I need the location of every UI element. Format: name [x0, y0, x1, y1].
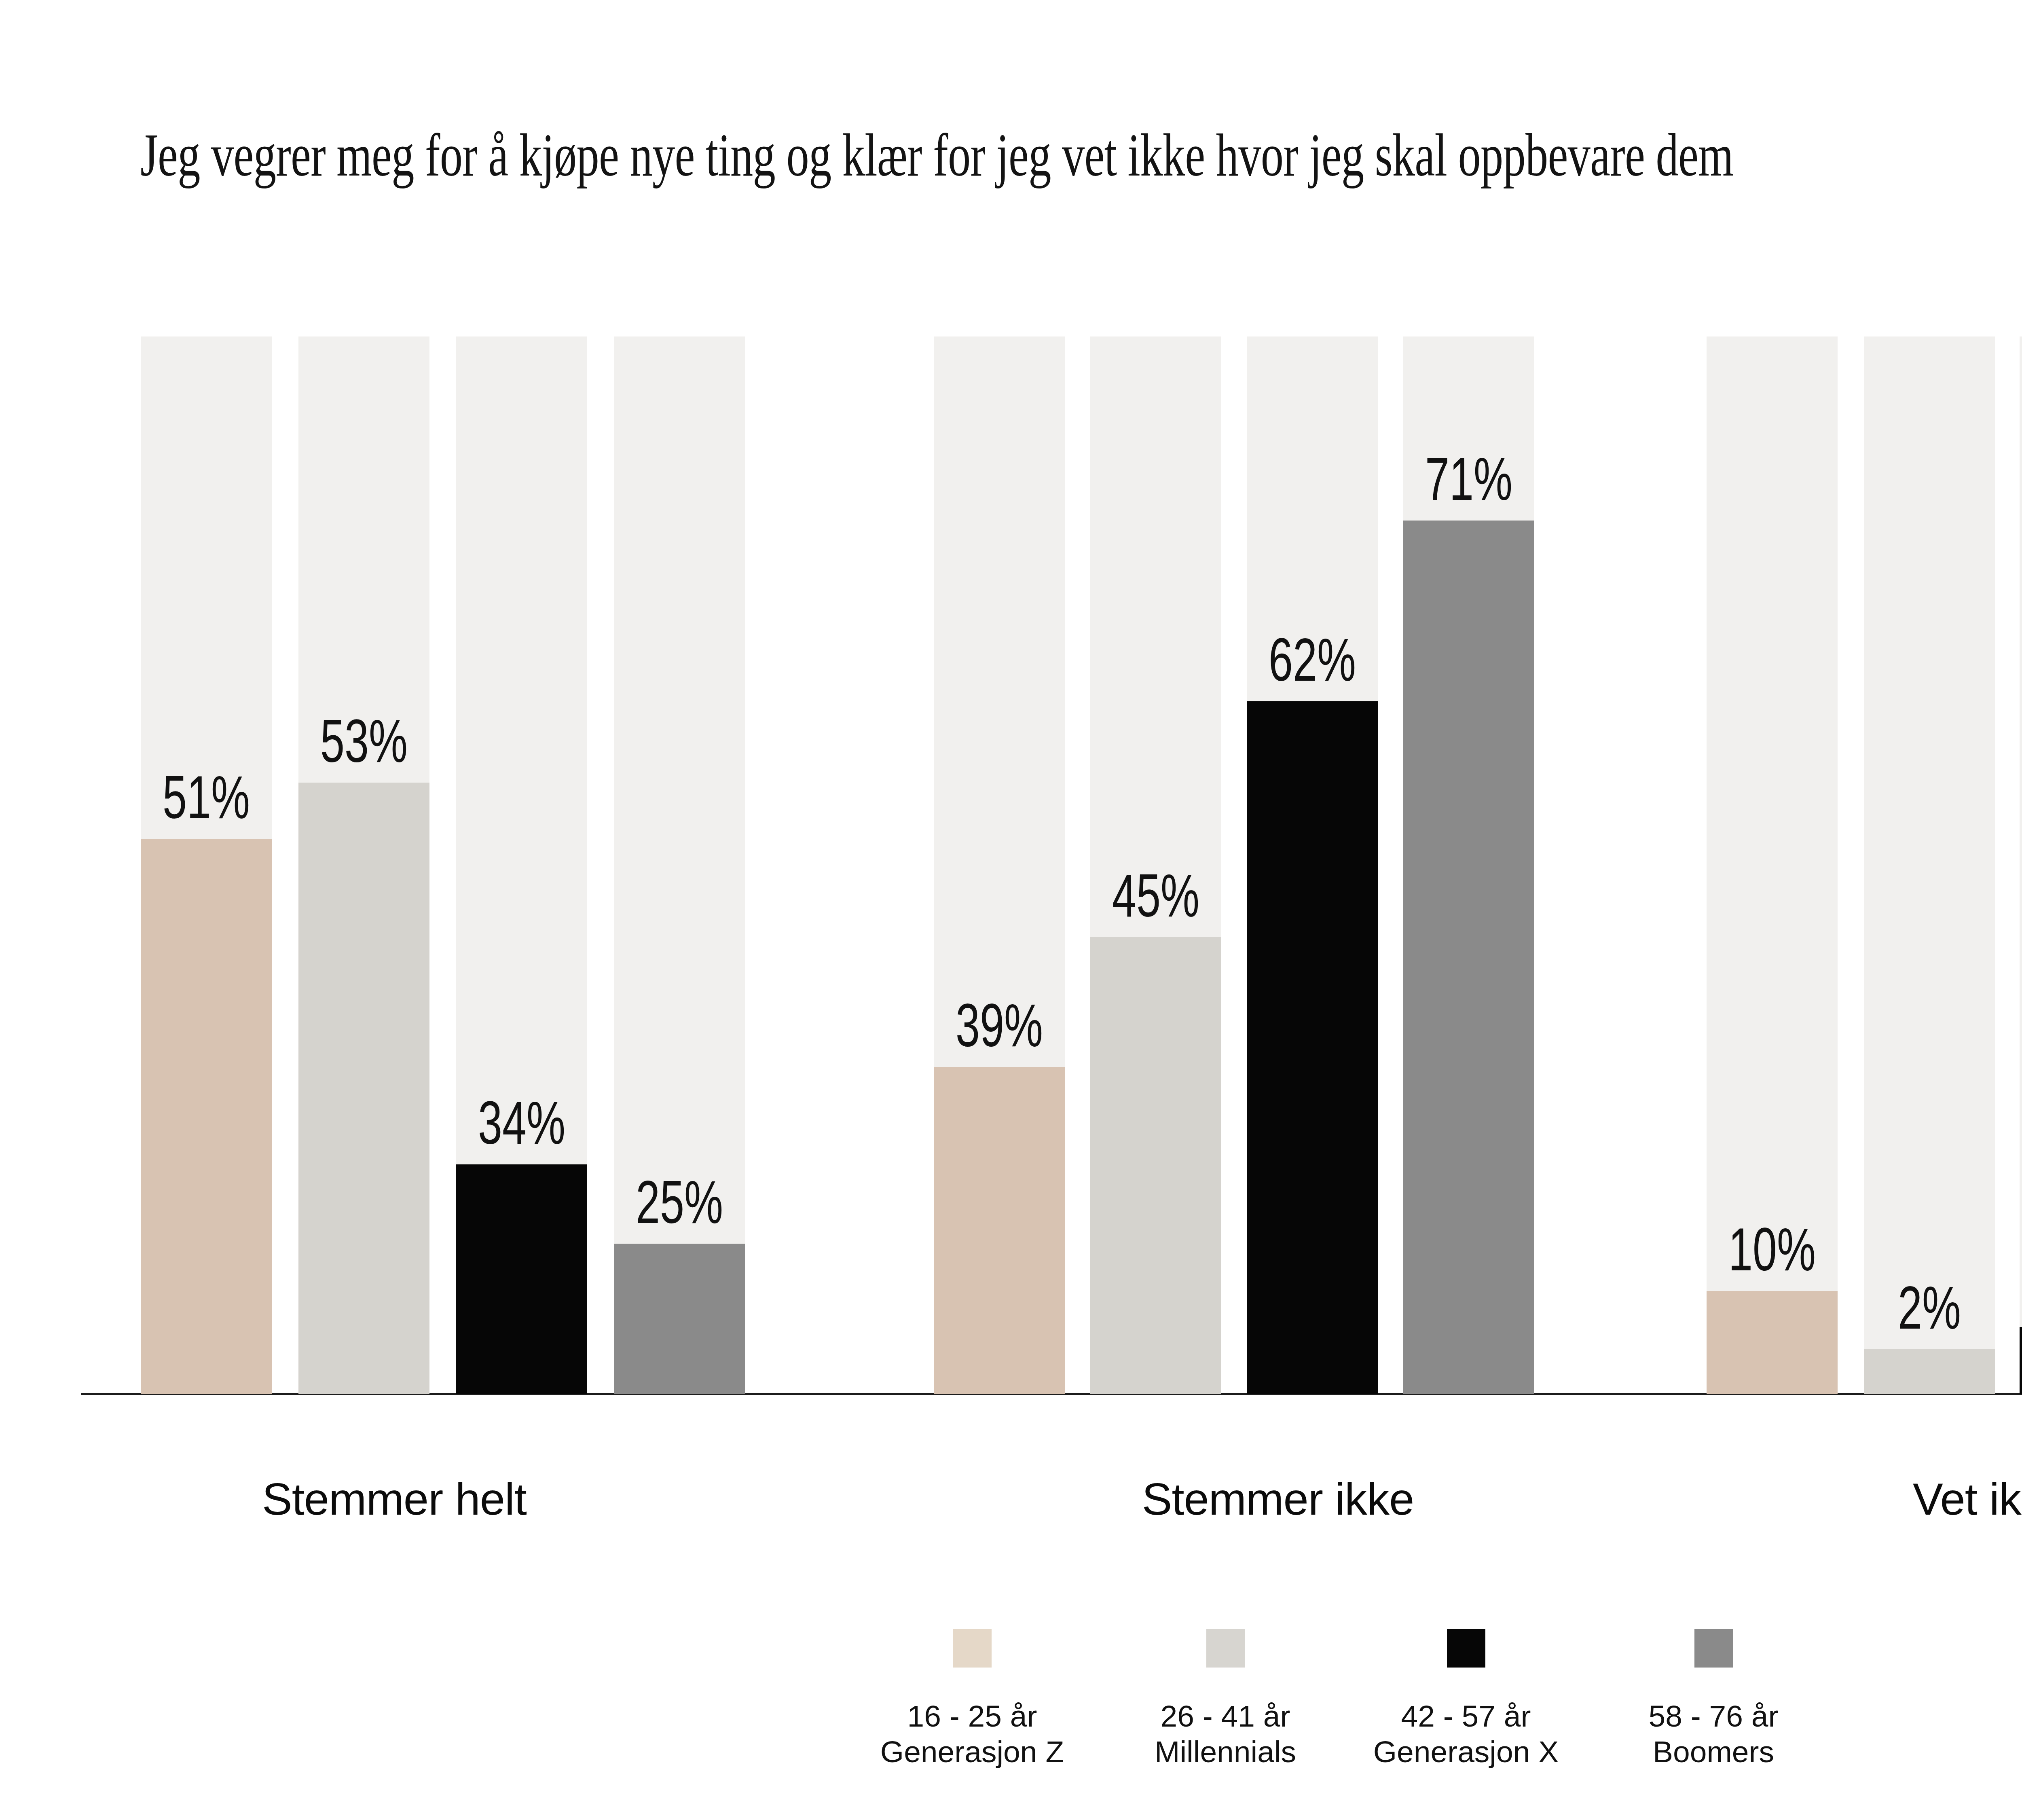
bar-value-label: 53%	[320, 711, 408, 771]
legend-label-generation: Boomers	[1531, 1734, 1895, 1769]
bar-fill	[1864, 1349, 1995, 1394]
bar-value-label: 39%	[956, 995, 1043, 1056]
category-label: Vet ikke	[1748, 1474, 2022, 1524]
bar-value-label: 10%	[1728, 1219, 1816, 1280]
bar-fill	[298, 783, 429, 1394]
bar-fill	[934, 1067, 1065, 1394]
bar-track: 39%	[934, 336, 1065, 1394]
bar-track: 71%	[1403, 336, 1534, 1394]
bar-fill	[141, 839, 272, 1394]
category-label: Stemmer helt	[152, 1474, 637, 1524]
legend-item: 58 - 76 årBoomers	[1531, 1629, 1895, 1769]
legend-swatch	[1206, 1629, 1245, 1668]
bar-fill	[1247, 701, 1378, 1394]
bar-value-label: 34%	[478, 1092, 565, 1153]
legend-label-age-range: 58 - 76 år	[1531, 1698, 1895, 1734]
bar-value-label: 62%	[1269, 629, 1356, 690]
bar-track: 4%	[2020, 336, 2022, 1394]
bar-fill	[1403, 521, 1534, 1394]
category-label: Stemmer ikke	[1035, 1474, 1521, 1524]
legend-swatch	[1694, 1629, 1733, 1668]
bar-fill	[2020, 1327, 2022, 1394]
bar-value-label: 51%	[163, 767, 250, 827]
bar-chart: 51% 53% 34% 25% Stemmer helt 39% 45% 62% 71% Stem…	[0, 0, 2022, 1820]
bar-track: 2%	[1864, 336, 1995, 1394]
bar-value-label: 2%	[1898, 1277, 1961, 1338]
bar-track: 53%	[298, 336, 429, 1394]
bar-track: 45%	[1090, 336, 1221, 1394]
bar-track: 25%	[614, 336, 745, 1394]
bar-fill	[1707, 1291, 1838, 1394]
bar-fill	[614, 1244, 745, 1394]
bar-track: 10%	[1707, 336, 1838, 1394]
bar-value-label: 25%	[636, 1172, 723, 1232]
bar-value-label: 45%	[1112, 865, 1199, 926]
bar-value-label: 71%	[1425, 449, 1512, 509]
bar-fill	[1090, 937, 1221, 1394]
bar-track: 34%	[456, 336, 587, 1394]
bar-track: 62%	[1247, 336, 1378, 1394]
bar-track: 51%	[141, 336, 272, 1394]
legend-swatch	[1447, 1629, 1485, 1668]
legend-swatch	[953, 1629, 992, 1668]
bar-fill	[456, 1164, 587, 1394]
